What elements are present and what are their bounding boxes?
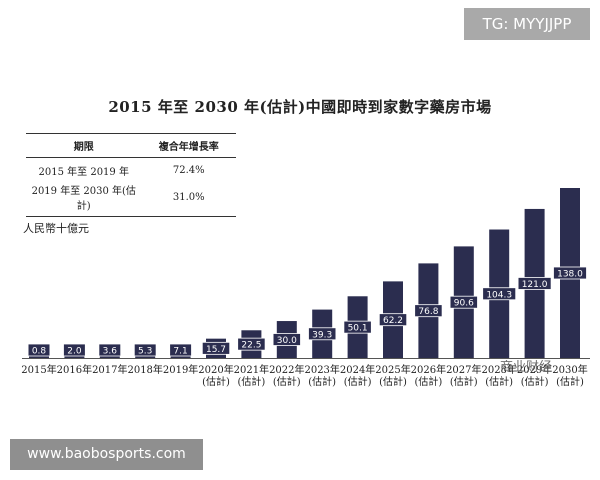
cagr-table-header: 期限 複合年增長率 (26, 133, 236, 158)
data-label: 7.1 (173, 347, 187, 357)
cagr-row-period: 2019 年至 2030 年(估計) (26, 180, 142, 217)
x-tick-label: 2025年 (375, 363, 410, 376)
x-tick-label: 2016年 (57, 363, 92, 376)
x-tick-label: 2019年 (163, 363, 198, 376)
data-label-box (169, 343, 192, 357)
data-label-box (237, 337, 266, 351)
x-tick-label: (估計) (556, 375, 584, 388)
x-tick-label: 2020年 (198, 363, 233, 376)
x-tick-label: (估計) (237, 375, 265, 388)
data-label: 0.8 (32, 347, 47, 357)
x-tick-label: (估計) (485, 375, 513, 388)
data-label-box (27, 343, 51, 357)
cagr-row-rate: 72.4% (172, 165, 205, 176)
data-label-box (63, 343, 86, 357)
x-tick-label: 2029年 (517, 363, 552, 376)
data-label: 121.0 (522, 280, 548, 290)
data-label-box (343, 320, 372, 334)
x-tick-label: 2026年 (411, 363, 446, 376)
cagr-row-rate: 31.0% (141, 180, 236, 217)
data-label: 76.8 (418, 307, 438, 317)
x-tick-label: (估計) (450, 375, 478, 388)
x-tick-label: (估計) (202, 375, 230, 388)
cagr-row: 2019 年至 2030 年(估計) 31.0% (26, 180, 236, 217)
data-label: 3.6 (103, 347, 118, 357)
cagr-header-rate: 複合年增長率 (141, 133, 236, 158)
cagr-row: 2015 年至 2019 年 72.4% (26, 158, 236, 181)
x-tick-label: (估計) (344, 375, 372, 388)
watermark-overlay: 商业财经 (500, 360, 553, 375)
data-label: 138.0 (557, 270, 583, 280)
x-tick-labels: 2015年 2016年 2017年 2018年 2019年 2020年(估計)2021年(… (21, 363, 587, 388)
y-axis-unit-label: 人民幣十億元 (23, 222, 89, 235)
data-label-box (517, 277, 552, 290)
data-label: 2.0 (67, 347, 82, 357)
data-label-box (378, 313, 408, 327)
cagr-table: 期限 複合年增長率 2015 年至 2019 年 72.4% 2019 年至 2… (26, 133, 236, 217)
watermark-badge-bottom: www.baobosports.com (10, 439, 203, 470)
bars-group: 0.8 2.0 3.6 5.3 7.1 15.7 22.5 30.0 39.3 50.1 62.2 7… (27, 188, 587, 358)
x-tick-label: 2023年 (304, 363, 339, 376)
data-label: 104.3 (486, 290, 512, 300)
data-label-box (308, 327, 337, 341)
data-label: 5.3 (138, 347, 152, 357)
data-label: 90.6 (454, 299, 474, 309)
data-label-box (201, 341, 231, 355)
data-label-box (449, 295, 478, 309)
cagr-row-period: 2015 年至 2019 年 (38, 167, 129, 178)
x-tick-label: 2027年 (446, 363, 481, 376)
x-tick-label: (估計) (521, 375, 549, 388)
x-tick-label: (估計) (273, 375, 301, 388)
x-tick-label: 2024年 (340, 363, 375, 376)
watermark-badge-top: TG: MYYJJPP (464, 8, 590, 40)
data-label-box (553, 266, 587, 280)
data-label: 62.2 (383, 316, 403, 326)
x-tick-label: 2021年 (234, 363, 269, 376)
x-tick-label: (估計) (414, 375, 442, 388)
bar (64, 355, 85, 358)
data-label: 50.1 (348, 324, 368, 334)
x-tick-label: (估計) (308, 375, 336, 388)
x-tick-label: 2017年 (92, 363, 127, 376)
data-label-box (98, 343, 122, 357)
x-tick-label: 2022年 (269, 363, 304, 376)
data-label: 30.0 (277, 336, 297, 346)
x-tick-label: (估計) (379, 375, 407, 388)
data-label: 15.7 (206, 345, 226, 355)
data-label: 22.5 (241, 341, 261, 351)
x-tick-label: 2018年 (127, 363, 162, 376)
data-label-box (133, 343, 157, 357)
x-tick-label: 2030年 (552, 363, 587, 376)
data-label-box (414, 304, 443, 318)
x-tick-label: 2028年 (481, 363, 516, 376)
data-label-box (272, 333, 301, 346)
chart-title: 2015 年至 2030 年(估計)中國即時到家數字藥房市場 (108, 98, 492, 116)
data-label-box (482, 287, 517, 301)
data-label: 39.3 (312, 330, 332, 340)
cagr-header-period: 期限 (26, 133, 142, 158)
x-tick-label: 2015年 (21, 363, 56, 376)
bar (29, 355, 49, 358)
